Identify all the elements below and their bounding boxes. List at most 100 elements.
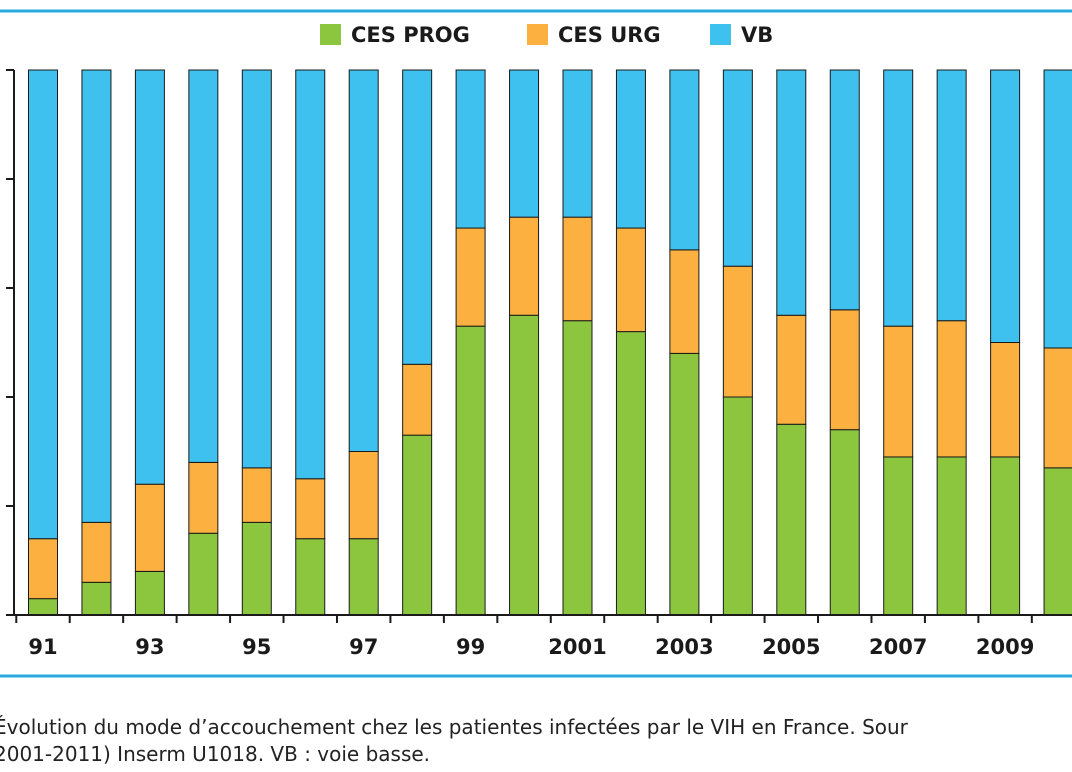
bar-ces-prog-2005 [776, 423, 807, 616]
legend-item-ces-urg: CES URG [527, 23, 661, 47]
bar-stack-2009 [990, 69, 1021, 616]
bar-ces-urg-2005 [776, 314, 807, 425]
bar-ces-prog-2010 [1043, 467, 1072, 616]
bar-ces-prog-94 [188, 532, 219, 616]
legend-swatch [320, 24, 341, 45]
bar-ces-urg-92 [81, 521, 112, 583]
bar-ces-prog-93 [134, 570, 165, 616]
legend-label: VB [741, 23, 773, 47]
bar-vb-2003 [669, 69, 700, 251]
bar-stack-94 [188, 69, 219, 616]
x-tick-label-93: 93 [135, 635, 164, 659]
bar-stack-2001 [562, 69, 593, 616]
bar-ces-urg-2009 [990, 342, 1021, 458]
bar-vb-2007 [883, 69, 914, 327]
bar-vb-91 [28, 69, 58, 540]
bar-vb-97 [348, 69, 379, 452]
bar-ces-urg-2003 [669, 249, 700, 354]
bar-ces-urg-94 [188, 461, 219, 534]
bar-ces-prog-2007 [883, 456, 914, 616]
x-tick-label-2005: 2005 [762, 635, 820, 659]
bar-ces-urg-2006 [829, 309, 860, 431]
bar-ces-prog-95 [241, 521, 272, 616]
bar-ces-urg-97 [348, 451, 379, 540]
bar-vb-93 [134, 69, 165, 485]
bar-ces-urg-91 [28, 538, 58, 600]
x-tick-label-99: 99 [456, 635, 485, 659]
bar-stack-98 [402, 69, 433, 616]
bar-stack-97 [348, 69, 379, 616]
bar-ces-prog-91 [28, 598, 58, 616]
bar-ces-prog-2006 [829, 429, 860, 616]
bar-ces-prog-2004 [722, 396, 753, 616]
bar-ces-urg-96 [295, 478, 326, 540]
bar-ces-prog-2000 [509, 314, 540, 616]
bar-ces-urg-93 [134, 483, 165, 572]
bar-ces-prog-98 [402, 434, 433, 616]
bar-ces-prog-97 [348, 538, 379, 616]
bar-ces-urg-98 [402, 363, 433, 436]
axes-group [6, 69, 1072, 623]
bar-stack-93 [134, 69, 165, 616]
bar-stack-2010 [1043, 69, 1072, 616]
stacked-bar-chart: CES PROG CES URG VB 91 93 95 97 99 2001 2003 2005… [0, 9, 1072, 678]
bar-ces-prog-92 [81, 581, 112, 616]
bar-vb-2004 [722, 69, 753, 267]
bar-ces-urg-2001 [562, 216, 593, 322]
bar-stack-95 [241, 69, 272, 616]
bar-stack-2006 [829, 69, 860, 616]
bar-ces-prog-2003 [669, 352, 700, 616]
bar-stack-2000 [509, 69, 540, 616]
legend-label: CES URG [558, 23, 661, 47]
bar-ces-prog-2002 [615, 331, 646, 616]
x-tick-label-2001: 2001 [548, 635, 606, 659]
bar-stack-2008 [936, 69, 967, 616]
bar-vb-2000 [509, 69, 540, 218]
bar-ces-prog-2008 [936, 456, 967, 616]
bar-ces-prog-2001 [562, 320, 593, 616]
bar-ces-prog-99 [455, 325, 486, 616]
bar-ces-urg-95 [241, 467, 272, 523]
bar-vb-98 [402, 69, 433, 365]
bar-vb-2006 [829, 69, 860, 311]
legend-swatch [710, 24, 731, 45]
bar-stack-2007 [883, 69, 914, 616]
bar-stack-2004 [722, 69, 753, 616]
x-tick-label-91: 91 [28, 635, 57, 659]
bar-stack-2003 [669, 69, 700, 616]
bar-stack-91 [28, 69, 58, 616]
x-tick-label-2003: 2003 [655, 635, 713, 659]
caption-line-1: Évolution du mode d’accouchement chez le… [0, 715, 908, 739]
x-tick-label-95: 95 [242, 635, 271, 659]
legend-swatch [527, 24, 548, 45]
legend-label: CES PROG [351, 23, 470, 47]
bar-ces-urg-2008 [936, 320, 967, 458]
bar-stack-96 [295, 69, 326, 616]
legend-item-ces-prog: CES PROG [320, 23, 470, 47]
figure-caption: Évolution du mode d’accouchement chez le… [0, 714, 1072, 768]
bar-ces-urg-2002 [615, 227, 646, 333]
x-axis-tick-labels: 91 93 95 97 99 2001 2003 2005 2007 2009 [28, 635, 1034, 659]
bar-ces-urg-2010 [1043, 347, 1072, 469]
legend-item-vb: VB [710, 23, 773, 47]
bar-vb-92 [81, 69, 112, 523]
bar-vb-94 [188, 69, 219, 463]
x-tick-label-97: 97 [349, 635, 378, 659]
bar-ces-prog-2009 [990, 456, 1021, 616]
bar-vb-2010 [1043, 69, 1072, 349]
bar-vb-95 [241, 69, 272, 469]
bar-ces-urg-99 [455, 227, 486, 327]
bar-vb-2001 [562, 69, 593, 218]
bar-vb-2008 [936, 69, 967, 322]
caption-line-2: 2001-2011) Inserm U1018. VB : voie basse… [0, 742, 431, 766]
bar-vb-2002 [615, 69, 646, 229]
bar-stack-2002 [615, 69, 646, 616]
bar-stack-99 [455, 69, 486, 616]
bars-group [28, 69, 1072, 616]
bar-vb-99 [455, 69, 486, 229]
x-tick-label-2009: 2009 [976, 635, 1034, 659]
x-tick-label-2007: 2007 [869, 635, 927, 659]
bar-ces-urg-2000 [509, 216, 540, 316]
bar-ces-urg-2004 [722, 265, 753, 398]
bar-ces-prog-96 [295, 538, 326, 616]
